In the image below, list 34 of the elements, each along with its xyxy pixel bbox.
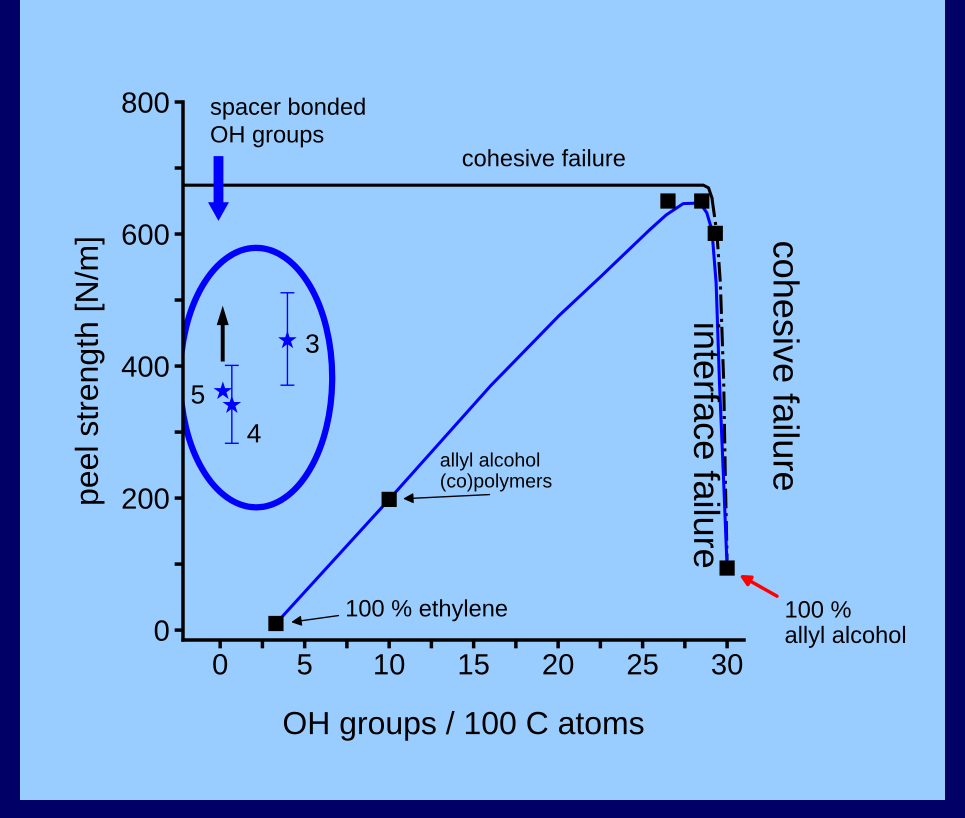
y-tick-label: 200 [122,488,169,509]
y-tick-label: 0 [154,620,169,641]
x-tick-label: 10 [375,654,404,675]
annotation: 100 % ethylene [347,599,507,622]
point [214,381,232,400]
x-tick-label: 25 [628,654,658,675]
x-tick-label: 0 [213,654,228,675]
x-tick-label: 20 [543,654,574,675]
x-tick-label: 15 [460,654,489,675]
x-axis-title: OH groups / 100 C atoms [284,710,644,741]
text: cohesive failure [773,242,800,490]
point [382,492,397,507]
annotation: cohesive failure [462,149,625,166]
y-tick-label: 600 [122,224,169,245]
x-tick-label: 30 [712,654,742,675]
y-tick-label: 800 [122,92,169,113]
x-tick-label: 5 [298,654,312,675]
annotation: allyl alcohol (co)polymers [440,452,552,492]
annotation: spacer bonded [210,98,365,120]
point [660,193,676,209]
annotation: 4 [247,424,261,442]
point [719,560,735,576]
y-tick-label: 400 [122,356,169,377]
point [278,330,297,348]
annotation: interface failure [694,324,720,568]
point [694,193,710,209]
point [268,616,284,632]
point [708,226,723,241]
annotation: 5 [192,385,204,404]
y-axis-title: peel strength [N/m] [74,238,104,504]
annotation: 100 % allyl alcohol [786,601,906,648]
annotation: 3 [306,334,319,353]
annotation: OH groups [211,126,324,148]
point [222,395,242,413]
